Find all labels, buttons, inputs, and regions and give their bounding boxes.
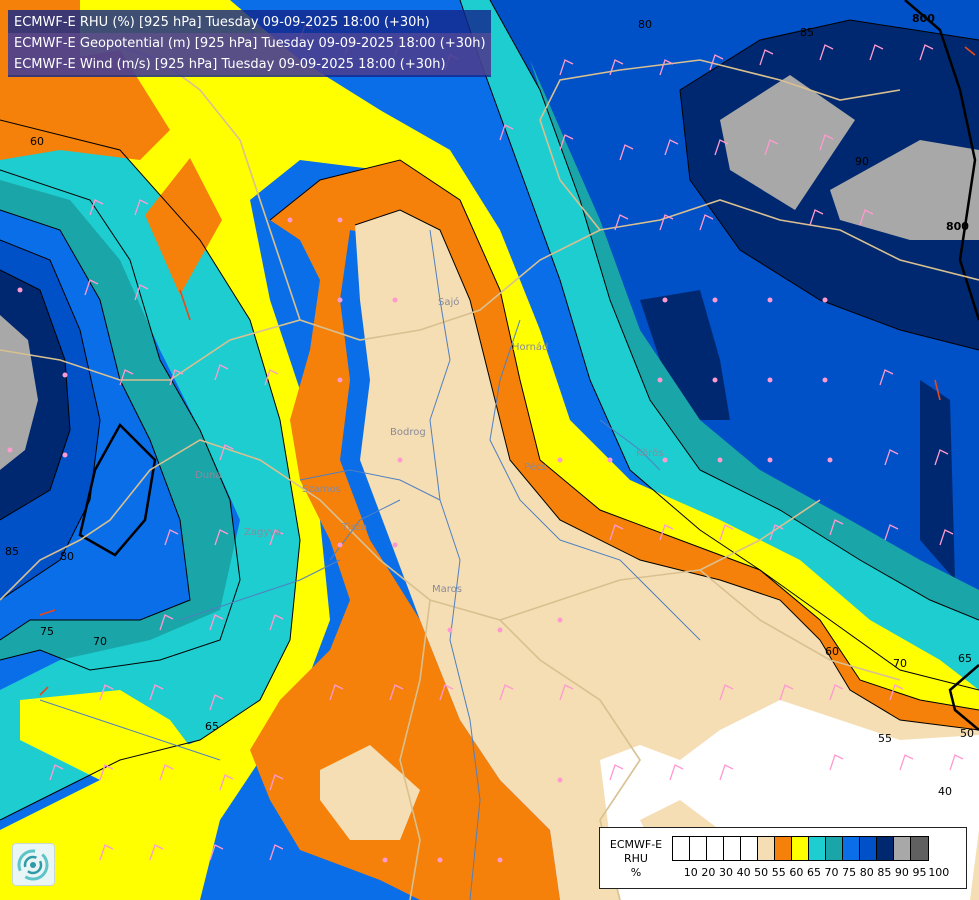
rhu-band-95-west bbox=[0, 315, 38, 470]
place-label-maros: Maros bbox=[432, 584, 462, 595]
contour-label-75-west: 75 bbox=[40, 625, 54, 638]
legend-swatch bbox=[707, 837, 724, 860]
legend-tick-label: 30 bbox=[718, 866, 733, 879]
legend-title: ECMWF-E RHU % bbox=[606, 838, 666, 880]
rhu-legend: ECMWF-E RHU % 10 20 30 40 50 55 60 65 70 75 80 85 90… bbox=[599, 827, 967, 889]
title-geopotential: ECMWF-E Geopotential (m) [925 hPa] Tuesd… bbox=[8, 33, 491, 54]
legend-title-unit: % bbox=[630, 866, 642, 879]
rhu-band-70-west bbox=[0, 120, 300, 820]
contour-label-65-southwest: 65 bbox=[205, 720, 219, 733]
geopotential-contours bbox=[78, 0, 979, 731]
contour-value-labels: 80 85 90 85 80 75 70 65 60 70 65 55 50 4… bbox=[5, 12, 974, 798]
legend-swatch bbox=[792, 837, 809, 860]
legend-tick-label: 70 bbox=[824, 866, 839, 879]
strong-wind-barbs bbox=[39, 46, 976, 696]
title-wind: ECMWF-E Wind (m/s) [925 hPa] Tuesday 09-… bbox=[8, 54, 491, 75]
contour-label-80-west: 80 bbox=[60, 550, 74, 563]
place-label-pecs: Pécs bbox=[524, 461, 547, 473]
place-label-duna: Duna bbox=[195, 470, 222, 481]
rivers bbox=[39, 229, 701, 900]
map-title-box: ECMWF-E RHU (%) [925 hPa] Tuesday 09-09-… bbox=[8, 10, 491, 77]
place-label-bodrog: Bodrog bbox=[390, 427, 426, 438]
contour-label-65-east: 65 bbox=[958, 652, 972, 665]
place-label-hornad: Hornád bbox=[512, 341, 548, 353]
legend-swatch bbox=[894, 837, 911, 860]
legend-tick-label: 80 bbox=[859, 866, 874, 879]
contour-label-70-west: 70 bbox=[93, 635, 107, 648]
legend-swatch bbox=[673, 837, 690, 860]
legend-tick-label: 65 bbox=[806, 866, 821, 879]
legend-tick-label: 20 bbox=[701, 866, 716, 879]
contour-label-90-north: 90 bbox=[855, 155, 869, 168]
ecmwf-swirl-logo-icon bbox=[12, 843, 55, 886]
contour-label-60-northwest: 60 bbox=[30, 135, 44, 148]
legend-tick-label: 55 bbox=[771, 866, 786, 879]
rhu-band-95-northeast bbox=[830, 140, 979, 240]
place-label-zagyva: Zagyva bbox=[244, 527, 281, 538]
legend-swatch bbox=[826, 837, 843, 860]
rhu-band-55-south bbox=[320, 745, 420, 840]
legend-swatch bbox=[843, 837, 860, 860]
legend-swatches bbox=[672, 836, 929, 861]
contour-label-55-east: 55 bbox=[878, 732, 892, 745]
rhu-band-60 bbox=[250, 160, 979, 900]
geopotential-label-800-north: 800 bbox=[912, 12, 935, 25]
place-label-sajo: Sajó bbox=[438, 296, 459, 308]
rhu-contour-lines bbox=[0, 0, 979, 821]
legend-swatch bbox=[741, 837, 758, 860]
rhu-band-70-east bbox=[460, 0, 979, 690]
contour-label-50-east: 50 bbox=[960, 727, 974, 740]
legend-swatch bbox=[758, 837, 775, 860]
rhu-band-95-north bbox=[720, 75, 855, 210]
contour-label-85-west: 85 bbox=[5, 545, 19, 558]
legend-swatch bbox=[809, 837, 826, 860]
geographic-labels: Hornád Tisza Szamos Körös Maros Duna Péc… bbox=[195, 296, 663, 595]
legend-title-model: ECMWF-E bbox=[609, 838, 663, 851]
legend-swatch bbox=[911, 837, 928, 860]
legend-swatch bbox=[775, 837, 792, 860]
wind-barbs bbox=[49, 24, 964, 861]
place-label-szamos: Szamos bbox=[302, 484, 341, 495]
legend-swatch bbox=[860, 837, 877, 860]
rhu-band-60-west-blob bbox=[145, 158, 222, 295]
legend-tick-label: 90 bbox=[894, 866, 909, 879]
calm-wind-markers bbox=[7, 217, 833, 863]
legend-tick-label: 100 bbox=[928, 866, 950, 879]
contour-label-70-east: 70 bbox=[893, 657, 907, 670]
rhu-band-65-southwest bbox=[20, 690, 200, 800]
legend-swatch bbox=[690, 837, 707, 860]
legend-tick-label: 10 bbox=[683, 866, 698, 879]
legend-swatch bbox=[724, 837, 741, 860]
legend-ticks: 10 20 30 40 50 55 60 65 70 75 80 85 90 95 100 bbox=[682, 866, 950, 879]
legend-tick-label: 50 bbox=[754, 866, 769, 879]
contour-label-85-north: 85 bbox=[800, 26, 814, 39]
country-borders bbox=[0, 39, 979, 900]
legend-title-variable: RHU bbox=[624, 852, 648, 865]
place-label-koros: Körös bbox=[636, 448, 663, 459]
contour-label-60-east: 60 bbox=[825, 645, 839, 658]
legend-tick-label: 85 bbox=[877, 866, 892, 879]
legend-tick-label: 95 bbox=[912, 866, 927, 879]
legend-tick-label: 40 bbox=[736, 866, 751, 879]
place-label-tisza: Tisza bbox=[341, 522, 367, 533]
geopotential-label-800-east: 800 bbox=[946, 220, 969, 233]
contour-label-40-southeast: 40 bbox=[938, 785, 952, 798]
legend-swatch bbox=[877, 837, 894, 860]
rhu-band-90-center bbox=[640, 290, 730, 420]
legend-tick-label: 75 bbox=[842, 866, 857, 879]
contour-label-80-north: 80 bbox=[638, 18, 652, 31]
rhu-band-60-northwest2 bbox=[0, 50, 170, 160]
title-rhu: ECMWF-E RHU (%) [925 hPa] Tuesday 09-09-… bbox=[14, 15, 430, 30]
legend-tick-label: 60 bbox=[789, 866, 804, 879]
